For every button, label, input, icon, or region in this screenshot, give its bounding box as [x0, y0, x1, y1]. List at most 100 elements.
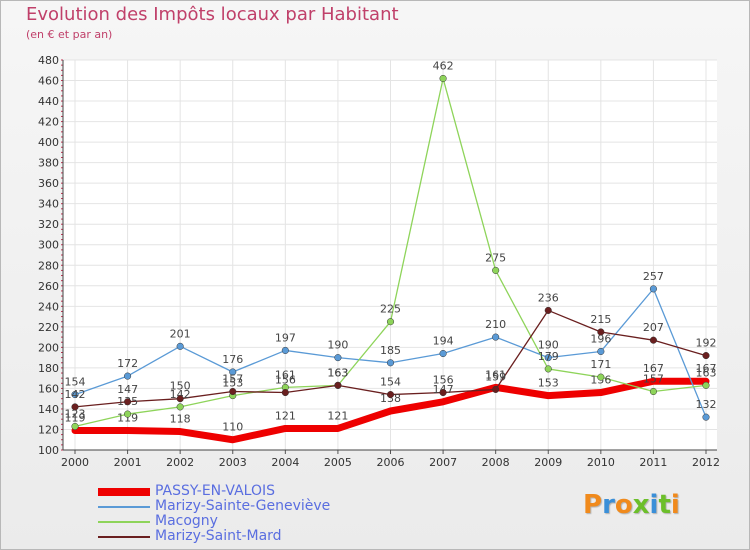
data-label-marizy-sainte-genevi-ve: 257 — [643, 270, 664, 283]
data-point-marizy-saint-mard — [71, 403, 79, 411]
y-tick-label: 400 — [38, 136, 59, 149]
y-tick-label: 200 — [38, 341, 59, 354]
data-label-marizy-sainte-genevi-ve: 210 — [485, 318, 506, 331]
data-label-marizy-sainte-genevi-ve: 197 — [275, 331, 296, 344]
data-point-marizy-sainte-genevi-ve — [597, 347, 605, 356]
data-label-macogny: 163 — [696, 366, 717, 379]
data-label-passy-en-valois: 138 — [380, 392, 401, 405]
data-point-macogny — [386, 318, 395, 326]
data-point-macogny — [439, 74, 447, 83]
data-label-passy-en-valois: 119 — [117, 412, 138, 425]
legend-label: Macogny — [155, 513, 218, 529]
x-tick-label: 2010 — [587, 456, 615, 469]
legend-item: Macogny — [98, 513, 358, 529]
x-tick-label: 2008 — [482, 456, 510, 469]
data-point-marizy-sainte-genevi-ve — [281, 346, 289, 354]
logo-letter: x — [632, 490, 650, 520]
data-label-marizy-saint-mard: 147 — [117, 383, 138, 396]
data-point-marizy-sainte-genevi-ve — [229, 368, 237, 376]
y-tick-label: 380 — [38, 157, 59, 170]
logo-letter: P — [583, 490, 603, 520]
data-point-marizy-saint-mard — [229, 387, 237, 396]
data-label-macogny: 171 — [590, 358, 611, 371]
y-tick-label: 240 — [38, 300, 59, 313]
y-tick-label: 120 — [38, 423, 59, 436]
data-point-marizy-saint-mard — [334, 381, 342, 389]
data-point-marizy-saint-mard — [439, 388, 447, 397]
data-label-marizy-saint-mard: 156 — [275, 374, 296, 387]
data-point-marizy-sainte-genevi-ve — [544, 354, 552, 362]
data-point-marizy-sainte-genevi-ve — [492, 333, 500, 341]
y-tick-label: 260 — [38, 280, 59, 293]
x-tick-label: 2005 — [324, 456, 352, 469]
data-point-marizy-sainte-genevi-ve — [702, 413, 710, 421]
x-tick-label: 2006 — [377, 456, 405, 469]
data-label-passy-en-valois: 121 — [275, 409, 296, 422]
data-label-macogny: 153 — [222, 377, 243, 390]
y-tick-label: 180 — [38, 362, 59, 375]
data-point-marizy-sainte-genevi-ve — [71, 391, 79, 399]
data-label-passy-en-valois: 121 — [327, 409, 348, 422]
data-label-passy-en-valois: 153 — [538, 377, 559, 390]
logo-letter: r — [602, 490, 615, 520]
data-label-marizy-saint-mard: 150 — [170, 380, 191, 393]
data-point-macogny — [124, 410, 132, 418]
legend-item: Marizy-Sainte-Geneviève — [98, 498, 358, 514]
x-tick-label: 2002 — [166, 456, 194, 469]
data-label-marizy-saint-mard: 207 — [643, 321, 664, 334]
legend-swatch — [98, 488, 150, 496]
legend-swatch — [98, 536, 150, 538]
data-label-marizy-sainte-genevi-ve: 201 — [170, 327, 191, 340]
data-label-marizy-saint-mard: 192 — [696, 337, 717, 350]
y-tick-label: 300 — [38, 239, 59, 252]
y-tick-label: 100 — [38, 444, 59, 457]
data-point-marizy-sainte-genevi-ve — [649, 285, 657, 293]
logo-letter: o — [614, 490, 633, 520]
data-point-marizy-saint-mard — [386, 391, 395, 399]
y-tick-label: 160 — [38, 382, 59, 395]
data-label-marizy-sainte-genevi-ve: 154 — [65, 376, 86, 389]
x-tick-label: 2011 — [639, 456, 667, 469]
data-point-marizy-saint-mard — [597, 328, 605, 336]
legend-label: PASSY-EN-VALOIS — [155, 483, 275, 499]
proxiti-logo: Proxiti — [583, 490, 680, 520]
data-label-marizy-sainte-genevi-ve: 194 — [433, 335, 454, 348]
logo-letter: i — [670, 490, 680, 520]
data-label-marizy-sainte-genevi-ve: 196 — [590, 332, 611, 345]
y-tick-label: 280 — [38, 259, 59, 272]
data-point-macogny — [176, 403, 184, 411]
series-line-passy-en-valois — [71, 377, 710, 444]
data-label-marizy-saint-mard: 159 — [485, 370, 506, 383]
logo-letter: i — [649, 490, 659, 520]
y-tick-label: 420 — [38, 116, 59, 129]
data-point-macogny — [71, 422, 79, 430]
data-label-marizy-sainte-genevi-ve: 190 — [538, 339, 559, 352]
data-point-marizy-sainte-genevi-ve — [334, 354, 342, 362]
data-label-macogny: 161 — [275, 368, 296, 381]
legend-label: Marizy-Saint-Mard — [155, 528, 282, 544]
data-label-marizy-sainte-genevi-ve: 176 — [222, 353, 243, 366]
data-point-marizy-saint-mard — [544, 306, 552, 314]
y-tick-label: 460 — [38, 75, 59, 88]
data-label-macogny: 163 — [327, 366, 348, 379]
data-label-marizy-saint-mard: 163 — [327, 366, 348, 379]
y-tick-label: 440 — [38, 95, 59, 108]
legend: PASSY-EN-VALOIS Marizy-Sainte-Geneviève Ma… — [98, 483, 358, 544]
y-tick-label: 320 — [38, 218, 59, 231]
x-tick-label: 2001 — [114, 456, 142, 469]
x-tick-label: 2012 — [692, 456, 720, 469]
chart-title: Evolution des Impôts locaux par Habitant — [26, 4, 399, 25]
data-label-marizy-saint-mard: 215 — [590, 313, 611, 326]
data-point-marizy-saint-mard — [124, 398, 132, 406]
data-label-passy-en-valois: 110 — [222, 421, 243, 434]
data-point-marizy-saint-mard — [702, 352, 710, 360]
chart-subtitle: (en € et par an) — [26, 28, 113, 41]
x-tick-label: 2000 — [61, 456, 89, 469]
data-label-marizy-saint-mard: 236 — [538, 291, 559, 304]
legend-swatch — [98, 521, 150, 523]
data-label-marizy-sainte-genevi-ve: 185 — [380, 344, 401, 357]
data-label-passy-en-valois: 119 — [65, 412, 86, 425]
data-point-marizy-saint-mard — [492, 385, 500, 393]
data-label-macogny: 179 — [538, 350, 559, 363]
